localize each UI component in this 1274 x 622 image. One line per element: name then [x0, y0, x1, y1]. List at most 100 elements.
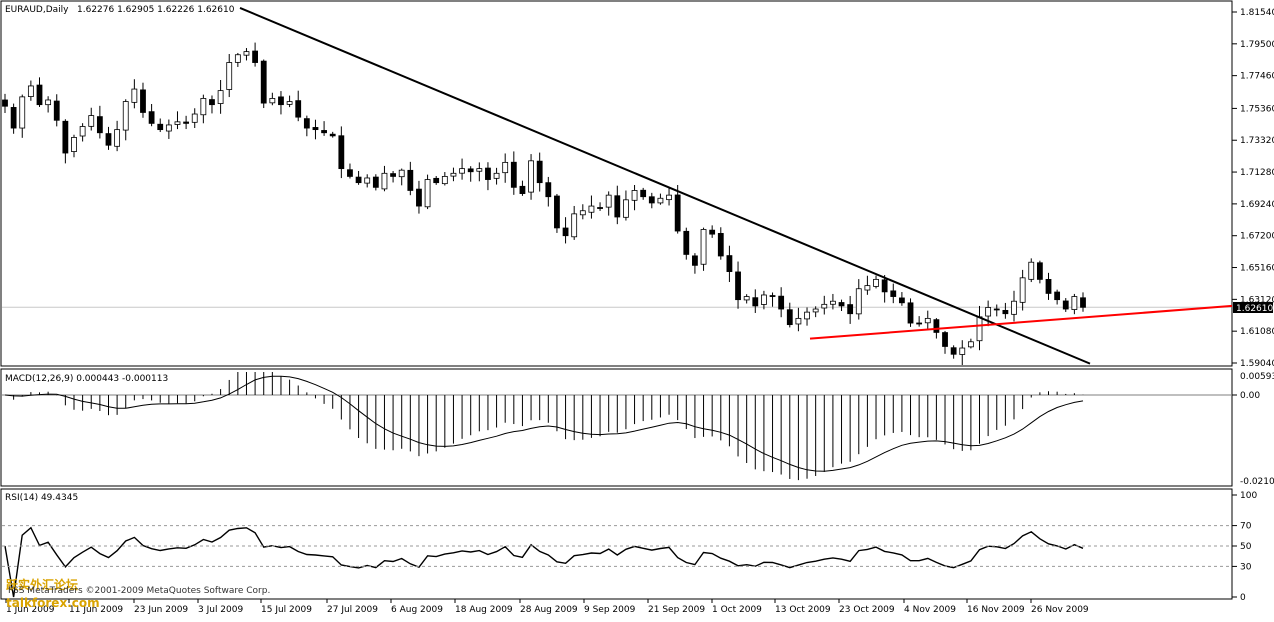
candle-bear — [648, 196, 655, 204]
candle-bull — [165, 124, 172, 132]
candle-bear — [62, 120, 69, 154]
rsi-tick-label: 30 — [1240, 562, 1252, 572]
candle-bull — [967, 341, 974, 348]
candle-bear — [717, 233, 724, 257]
candle-bear — [752, 297, 759, 307]
candle-bear — [890, 290, 897, 297]
candle-bear — [933, 319, 940, 333]
macd-tick-bottom: -0.02109 — [1240, 477, 1274, 487]
time-tick-label: 21 Sep 2009 — [648, 605, 705, 615]
candle-bear — [467, 168, 474, 173]
rsi-group — [4, 526, 1084, 598]
candle-bull — [234, 54, 241, 63]
candle-bull — [666, 194, 672, 201]
candle-bear — [1062, 300, 1069, 310]
candle-bull — [88, 115, 95, 127]
candle-bear — [1080, 297, 1086, 308]
candle-bull — [743, 296, 750, 301]
candle-bull — [804, 311, 810, 320]
time-tick-label: 18 Aug 2009 — [455, 605, 513, 615]
candle-bear — [536, 160, 543, 184]
candle-bear — [692, 255, 698, 266]
candle-bull — [528, 160, 534, 193]
candle-bear — [390, 173, 396, 177]
candle-bear — [260, 60, 267, 104]
candle-bear — [295, 100, 302, 118]
candle-bull — [605, 194, 612, 208]
candle-bear — [778, 295, 785, 310]
time-tick-label: 4 Nov 2009 — [904, 605, 956, 615]
candle-bear — [36, 84, 43, 106]
candle-bear — [916, 322, 923, 325]
candle-bull — [45, 99, 52, 106]
price-tick-label: 1.81540 — [1240, 8, 1274, 18]
candle-bear — [157, 123, 164, 131]
candle-bear — [614, 195, 621, 218]
candle-bear — [338, 135, 345, 170]
price-panel-frame — [0, 0, 1233, 367]
candle-bull — [864, 285, 871, 291]
candle-bull — [226, 62, 233, 90]
candle-bear — [838, 302, 845, 307]
candle-bear — [597, 207, 603, 209]
candle-bear — [10, 107, 17, 129]
price-axis: 1.81540 1.79500 1.77460 1.75360 1.73320 1.712… — [1232, 8, 1274, 369]
candle-bull — [243, 51, 250, 56]
rsi-axis: 100 70 50 30 0 — [2, 491, 1257, 603]
macd-group — [2, 372, 1231, 481]
candle-bear — [674, 194, 681, 232]
candle-bear — [148, 111, 155, 124]
candle-bear — [2, 99, 8, 107]
candle-bear — [545, 182, 552, 198]
candle-bear — [347, 169, 353, 177]
candle-bull — [459, 168, 465, 174]
time-tick-label: 28 Aug 2009 — [520, 605, 578, 615]
candle-bear — [105, 133, 112, 146]
candles-group — [2, 42, 1086, 366]
time-tick-label: 16 Nov 2009 — [967, 605, 1025, 615]
macd-header: MACD(12,26,9) 0.000443 -0.000113 — [5, 374, 168, 384]
candle-bear — [554, 195, 560, 229]
candle-bull — [493, 172, 500, 179]
candle-bull — [476, 168, 483, 172]
candle-bull — [441, 176, 448, 185]
candle-bear — [329, 133, 336, 137]
candle-bull — [812, 308, 819, 313]
candle-bull — [631, 190, 638, 201]
candle-bull — [269, 98, 276, 104]
candle-bull — [985, 307, 992, 317]
price-tick-label: 1.63120 — [1240, 295, 1274, 305]
rsi-line — [4, 526, 1084, 598]
candle-bear — [183, 121, 190, 124]
candle-bull — [1011, 300, 1017, 315]
rsi-tick-label: 50 — [1240, 542, 1252, 552]
candle-bear — [950, 347, 957, 355]
candle-bull — [579, 210, 586, 216]
watermark-url: talkforex.com — [6, 596, 100, 610]
macd-signal-line — [4, 375, 1084, 472]
candle-bear — [942, 332, 948, 347]
time-tick-label: 26 Nov 2009 — [1031, 605, 1089, 615]
candle-bear — [881, 279, 888, 293]
candle-bear — [140, 89, 146, 113]
candle-bear — [898, 297, 905, 304]
price-tick-label: 1.67200 — [1240, 232, 1274, 242]
candle-bear — [640, 189, 647, 198]
candle-bull — [976, 316, 983, 342]
candle-bear — [735, 271, 741, 301]
candle-bull — [27, 85, 34, 97]
time-tick-label: 27 Jul 2009 — [327, 605, 378, 615]
candle-bear — [372, 176, 379, 188]
candle-bear — [726, 255, 733, 272]
rsi-tick-label: 70 — [1240, 522, 1252, 532]
candle-bull — [174, 121, 181, 125]
price-tick-label: 1.73320 — [1240, 136, 1274, 146]
candle-bear — [278, 96, 284, 106]
price-tick-label: 1.77460 — [1240, 72, 1274, 82]
candle-bull — [795, 317, 802, 325]
candle-bear — [1045, 278, 1052, 294]
time-tick-label: 23 Jun 2009 — [134, 605, 188, 615]
candle-bear — [96, 116, 103, 134]
candle-bull — [191, 113, 198, 123]
